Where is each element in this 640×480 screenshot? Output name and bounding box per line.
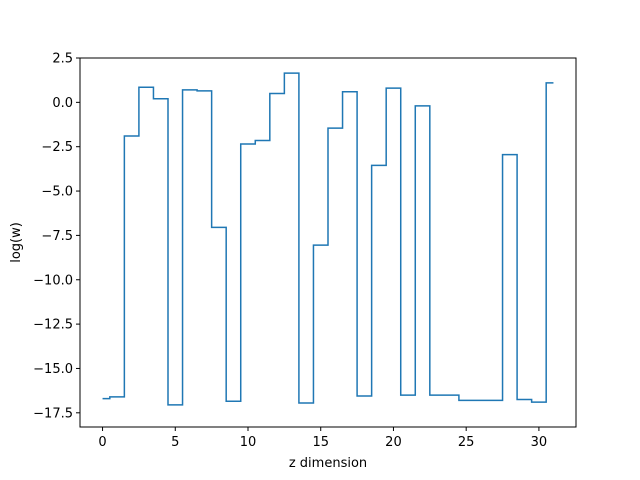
y-tick-label: −17.5 [33,406,73,421]
y-tick-label: −15.0 [33,362,73,377]
y-tick-label: 0.0 [52,96,73,111]
x-tick-label: 10 [240,435,257,450]
x-axis-label: z dimension [289,456,367,471]
y-tick-label: −5.0 [41,185,73,200]
x-tick-label: 0 [98,435,106,450]
x-axis: 0 5 10 15 20 25 30 [98,427,547,450]
plot-area [102,72,554,406]
x-tick-label: 25 [458,435,475,450]
x-tick-label: 30 [531,435,548,450]
x-tick-label: 15 [312,435,329,450]
y-tick-label: −10.0 [33,273,73,288]
y-axis-label: log(w) [9,222,24,263]
y-tick-label: −12.5 [33,318,73,333]
axes-frame [79,57,577,428]
x-tick-label: 20 [385,435,402,450]
x-tick-label: 5 [171,435,179,450]
series-line [102,72,554,406]
y-tick-label: −2.5 [41,140,73,155]
y-tick-label: −7.5 [41,229,73,244]
y-axis: 2.5 0.0 −2.5 −5.0 −7.5 −10.0 −12.5 −15.0 −17.5 [33,52,80,421]
y-tick-label: 2.5 [52,52,73,67]
